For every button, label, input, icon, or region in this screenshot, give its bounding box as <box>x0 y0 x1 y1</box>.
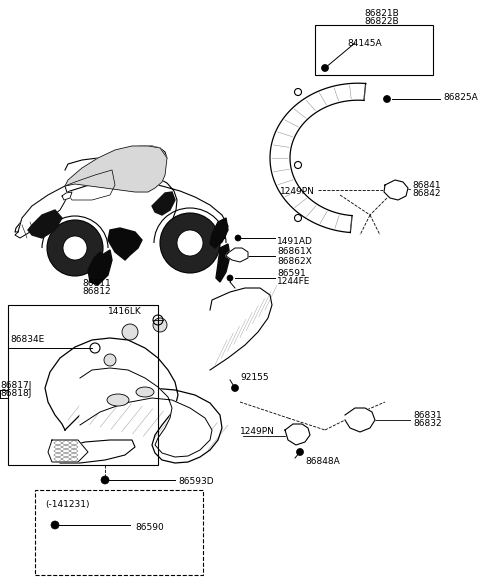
Text: 86811: 86811 <box>83 278 111 288</box>
Polygon shape <box>108 228 142 260</box>
Polygon shape <box>48 440 88 462</box>
Bar <box>8 305 158 465</box>
Polygon shape <box>210 288 272 370</box>
Circle shape <box>384 96 391 103</box>
Text: 86861X: 86861X <box>277 247 312 257</box>
Polygon shape <box>285 424 310 445</box>
Text: 86593D: 86593D <box>178 478 214 486</box>
Circle shape <box>153 318 167 332</box>
Polygon shape <box>216 244 230 282</box>
Circle shape <box>297 448 303 455</box>
Text: 86842: 86842 <box>412 189 441 197</box>
Circle shape <box>104 354 116 366</box>
Polygon shape <box>62 192 72 200</box>
Text: 1416LK: 1416LK <box>108 308 142 316</box>
Circle shape <box>177 230 203 256</box>
Text: 86817J: 86817J <box>0 380 31 390</box>
Circle shape <box>322 64 328 71</box>
Text: 1249PN: 1249PN <box>240 428 275 437</box>
Text: 86841: 86841 <box>412 180 441 189</box>
Text: 86848A: 86848A <box>305 458 340 466</box>
Polygon shape <box>65 146 167 192</box>
Polygon shape <box>384 180 408 200</box>
Polygon shape <box>80 368 212 457</box>
Polygon shape <box>15 186 68 238</box>
Polygon shape <box>15 173 228 248</box>
Text: 1249PN: 1249PN <box>280 188 315 196</box>
Polygon shape <box>226 248 248 262</box>
Polygon shape <box>65 146 167 186</box>
Text: 86822B: 86822B <box>365 16 399 26</box>
Circle shape <box>122 324 138 340</box>
Circle shape <box>160 213 220 273</box>
Ellipse shape <box>136 387 154 397</box>
Text: 86821B: 86821B <box>365 9 399 18</box>
Circle shape <box>235 235 241 241</box>
Text: 86834E: 86834E <box>10 336 44 345</box>
Text: 86831: 86831 <box>413 411 442 420</box>
Text: 1491AD: 1491AD <box>277 237 313 246</box>
Polygon shape <box>45 338 222 463</box>
Ellipse shape <box>107 394 129 406</box>
Bar <box>35 490 203 575</box>
Text: 86825A: 86825A <box>443 93 478 101</box>
Text: 86590: 86590 <box>135 523 164 532</box>
Text: 92155: 92155 <box>240 373 269 383</box>
Text: 1244FE: 1244FE <box>277 278 311 287</box>
Text: 86812: 86812 <box>83 287 111 295</box>
Polygon shape <box>345 408 375 432</box>
Text: 86832: 86832 <box>413 418 442 428</box>
Polygon shape <box>88 250 112 285</box>
Circle shape <box>51 521 59 529</box>
Circle shape <box>47 220 103 276</box>
Polygon shape <box>210 218 228 248</box>
Text: 86862X: 86862X <box>277 257 312 265</box>
Text: 86591: 86591 <box>277 270 306 278</box>
Circle shape <box>101 476 109 484</box>
Polygon shape <box>28 210 62 238</box>
Bar <box>315 25 433 75</box>
Circle shape <box>227 275 233 281</box>
Text: 86818J: 86818J <box>0 389 31 397</box>
Text: 84145A: 84145A <box>348 39 382 47</box>
Text: (-141231): (-141231) <box>45 500 89 509</box>
Polygon shape <box>152 192 175 215</box>
Circle shape <box>231 384 239 391</box>
Polygon shape <box>270 83 366 233</box>
Polygon shape <box>60 440 135 463</box>
Circle shape <box>63 236 87 260</box>
